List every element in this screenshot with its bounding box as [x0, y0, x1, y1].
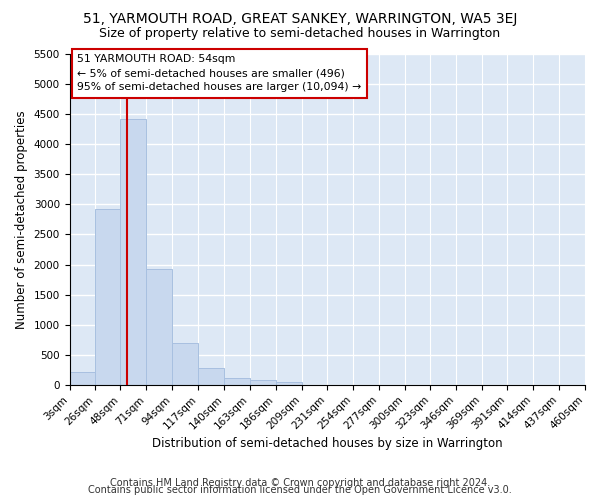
Bar [276, 382, 302, 385]
Bar [172, 343, 198, 385]
Bar [95, 209, 120, 385]
Text: Contains public sector information licensed under the Open Government Licence v3: Contains public sector information licen… [88, 485, 512, 495]
Text: 51 YARMOUTH ROAD: 54sqm
← 5% of semi-detached houses are smaller (496)
95% of se: 51 YARMOUTH ROAD: 54sqm ← 5% of semi-det… [77, 54, 362, 92]
Bar [224, 378, 250, 385]
X-axis label: Distribution of semi-detached houses by size in Warrington: Distribution of semi-detached houses by … [152, 437, 503, 450]
Text: Size of property relative to semi-detached houses in Warrington: Size of property relative to semi-detach… [100, 28, 500, 40]
Text: Contains HM Land Registry data © Crown copyright and database right 2024.: Contains HM Land Registry data © Crown c… [110, 478, 490, 488]
Bar [250, 380, 276, 385]
Bar [146, 270, 172, 385]
Text: 51, YARMOUTH ROAD, GREAT SANKEY, WARRINGTON, WA5 3EJ: 51, YARMOUTH ROAD, GREAT SANKEY, WARRING… [83, 12, 517, 26]
Bar [198, 368, 224, 385]
Bar [70, 372, 95, 385]
Bar [120, 119, 146, 385]
Y-axis label: Number of semi-detached properties: Number of semi-detached properties [15, 110, 28, 328]
